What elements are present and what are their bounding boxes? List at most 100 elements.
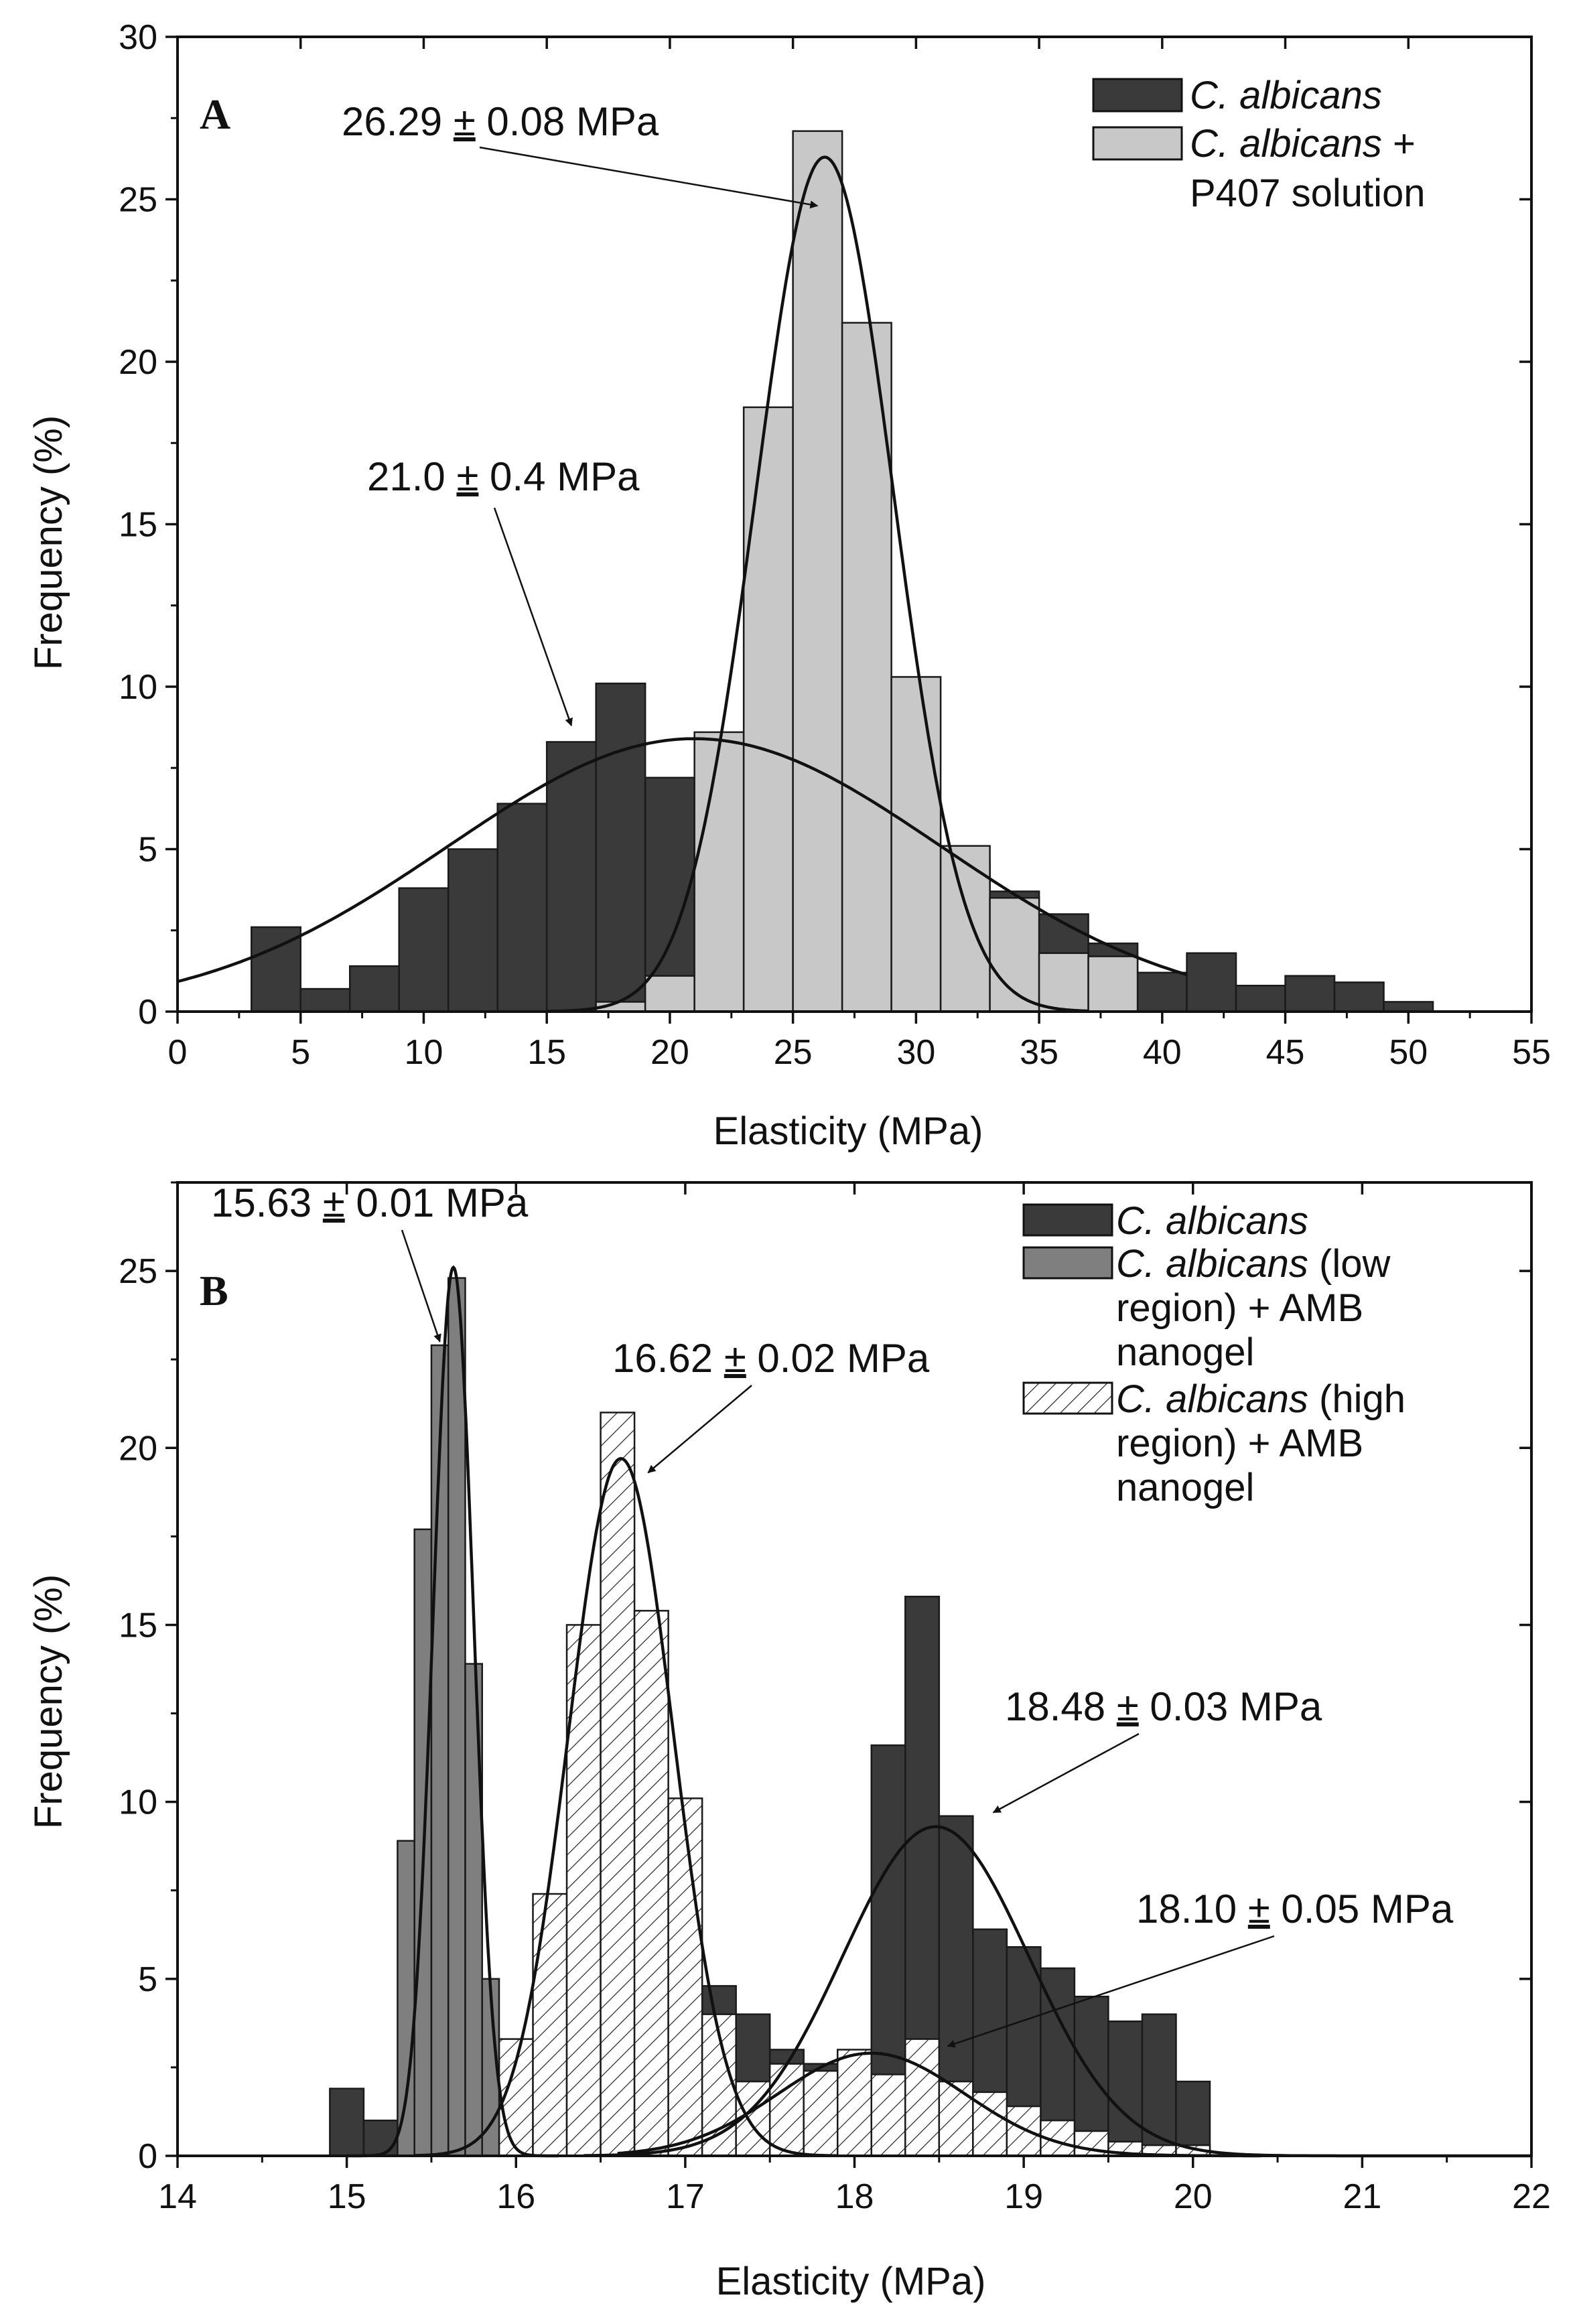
- fit-curve-1: [346, 1265, 559, 2158]
- y-tick-label: 20: [119, 343, 157, 382]
- legend-label-c-albicans: C. albicans: [1190, 74, 1382, 117]
- bar-dark-7: [595, 682, 646, 1013]
- bar-dark-1: [362, 2119, 399, 2157]
- bar-dark-0: [329, 2088, 365, 2157]
- legend-swatch-c-albicans-p407: [1092, 126, 1183, 161]
- y-tick-label: 5: [138, 1960, 157, 1999]
- bar-dark-23: [1383, 1001, 1434, 1013]
- bar-hatch-11: [836, 2049, 873, 2157]
- bar-dark-16: [1141, 2013, 1177, 2157]
- panel-b-legend: C. albicans C. albicans (low region) + A…: [1022, 1199, 1405, 1509]
- y-tick-label: 25: [119, 1252, 157, 1291]
- bar-light-1: [644, 975, 695, 1013]
- fit-annotation-arrow: [401, 1229, 441, 1343]
- fit-curve-1: [547, 155, 1089, 1013]
- panel-a-fit-curves: [177, 155, 1188, 1013]
- bar-light-6: [890, 676, 942, 1013]
- bar-dark-5: [496, 803, 548, 1013]
- x-tick-label: 15: [527, 1033, 566, 1072]
- panel-a-annotations: 26.29 ± 0.08 MPa 21.0 ± 0.4 MPa: [342, 99, 819, 727]
- panel-b-x-axis-title: Elasticity (MPa): [716, 2260, 986, 2303]
- bar-dark-15: [1107, 2020, 1144, 2157]
- legend-label-high-region: C. albicans (high: [1116, 1377, 1405, 1421]
- fit-annotation-label: 15.63 ± 0.01 MPa: [211, 1180, 529, 1225]
- panel-b-annotations: 15.63 ± 0.01 MPa 16.62 ± 0.02 MPa 18.48 ± …: [211, 1180, 1454, 2048]
- panel-b-axis-ticks: 14 15 16 17 18 19 20 21 22 0 5 10 15 20 25: [119, 1181, 1551, 2216]
- x-tick-label: 21: [1343, 2177, 1381, 2216]
- x-tick-label: 19: [1004, 2177, 1043, 2216]
- bar-light-9: [1038, 952, 1089, 1013]
- bar-mid-0: [397, 1840, 415, 2157]
- panel-a-legend: C. albicans C. albicans + P407 solution: [1092, 74, 1425, 215]
- bar-hatch-9: [768, 2063, 805, 2157]
- bar-hatch-12: [870, 2073, 906, 2157]
- y-tick-label: 15: [119, 1606, 157, 1645]
- panel-a-y-axis-title: Frequency (%): [27, 415, 70, 670]
- x-tick-label: 45: [1266, 1033, 1305, 1072]
- bar-dark-20: [1235, 984, 1286, 1013]
- bar-light-8: [989, 897, 1040, 1013]
- x-tick-label: 25: [774, 1033, 813, 1072]
- panel-b-chart: 14 15 16 17 18 19 20 21 22 0 5 10 15 20 25 Elasticity …: [27, 1180, 1551, 2303]
- fit-annotation-arrow: [479, 146, 819, 209]
- y-tick-label: 20: [119, 1429, 157, 1468]
- x-tick-label: 5: [291, 1033, 310, 1072]
- legend-label-low-region-line2: region) + AMB: [1116, 1286, 1363, 1330]
- bar-light-4: [792, 130, 843, 1013]
- bar-dark-19: [1186, 952, 1237, 1013]
- bar-dark-3: [398, 887, 450, 1013]
- legend-swatch-c-albicans-b: [1022, 1203, 1113, 1237]
- bar-light-7: [939, 845, 991, 1013]
- x-tick-label: 18: [835, 2177, 874, 2216]
- x-tick-label: 16: [496, 2177, 535, 2216]
- y-tick-label: 25: [119, 181, 157, 220]
- fit-annotation-label: 18.48 ± 0.03 MPa: [1005, 1684, 1322, 1729]
- x-tick-label: 55: [1512, 1033, 1551, 1072]
- x-tick-label: 20: [1174, 2177, 1213, 2216]
- bar-hatch-2: [532, 1893, 568, 2157]
- bar-dark-6: [545, 741, 597, 1013]
- y-tick-label: 10: [119, 668, 157, 707]
- bar-hatch-13: [904, 2038, 941, 2157]
- bar-hatch-16: [1006, 2105, 1042, 2157]
- x-tick-label: 40: [1143, 1033, 1182, 1072]
- x-tick-label: 22: [1512, 2177, 1551, 2216]
- bar-dark-22: [1333, 981, 1385, 1013]
- legend-label-c-albicans-p407: C. albicans +: [1190, 122, 1416, 165]
- legend-label-high-region-line3: nanogel: [1116, 1466, 1254, 1509]
- legend-label-c-albicans-p407-line2: P407 solution: [1190, 172, 1425, 215]
- x-tick-label: 20: [650, 1033, 689, 1072]
- bar-dark-18: [1136, 971, 1188, 1013]
- x-tick-label: 14: [158, 2177, 197, 2216]
- fit-annotation-label: 16.62 ± 0.02 MPa: [612, 1336, 930, 1381]
- fit-annotation-label: 26.29 ± 0.08 MPa: [342, 99, 659, 144]
- legend-label-high-region-line2: region) + AMB: [1116, 1422, 1363, 1465]
- x-tick-label: 10: [405, 1033, 443, 1072]
- bar-hatch-3: [565, 1624, 602, 2157]
- y-tick-label: 15: [119, 506, 157, 545]
- bar-hatch-10: [803, 2069, 839, 2157]
- fit-annotation-label: 18.10 ± 0.05 MPa: [1136, 1887, 1454, 1931]
- bar-hatch-14: [938, 2080, 974, 2157]
- legend-swatch-high-region: [1022, 1381, 1113, 1415]
- bar-dark-2: [348, 965, 400, 1013]
- panel-a-x-axis-title: Elasticity (MPa): [713, 1109, 983, 1153]
- fit-annotation-arrow: [647, 1385, 752, 1474]
- legend-swatch-low-region: [1022, 1246, 1113, 1280]
- y-tick-label: 5: [138, 831, 157, 870]
- y-tick-label: 0: [138, 2137, 157, 2176]
- fit-annotation-arrow: [992, 1732, 1140, 1814]
- bar-light-2: [693, 731, 745, 1013]
- bar-hatch-5: [633, 1610, 669, 2157]
- bar-light-10: [1087, 955, 1139, 1013]
- bar-hatch-6: [667, 1797, 703, 2157]
- bar-hatch-4: [600, 1412, 636, 2157]
- fit-annotation-label: 21.0 ± 0.4 MPa: [367, 454, 640, 499]
- bar-dark-17: [1175, 2080, 1211, 2157]
- bar-dark-4: [447, 848, 498, 1013]
- legend-label-low-region: C. albicans (low: [1116, 1242, 1391, 1286]
- fit-curve-0: [177, 737, 1188, 983]
- x-tick-label: 15: [328, 2177, 366, 2216]
- bar-light-3: [742, 406, 794, 1013]
